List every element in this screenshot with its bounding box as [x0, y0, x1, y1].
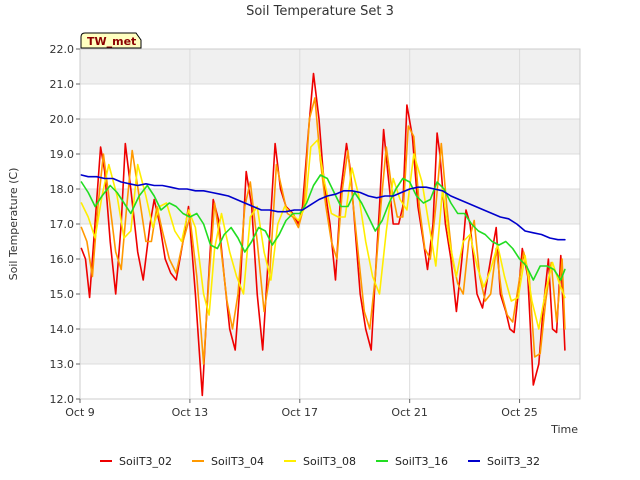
y-tick-label: 17.0 — [50, 218, 75, 231]
x-tick-label: Oct 21 — [391, 406, 428, 419]
x-tick-label: Oct 13 — [172, 406, 209, 419]
series-line-soilt3-08 — [80, 139, 566, 330]
y-tick-label: 22.0 — [50, 43, 75, 56]
legend-item: SoilT3_08 — [284, 455, 356, 468]
chart-title: Soil Temperature Set 3 — [246, 4, 394, 19]
series-layer — [80, 72, 566, 397]
x-axis-label: Time — [550, 423, 578, 436]
legend-label: SoilT3_02 — [119, 455, 172, 468]
plot-band — [80, 119, 580, 154]
station-badge: TW_met — [80, 32, 142, 49]
y-tick-label: 20.0 — [50, 113, 75, 126]
series-line-soilt3-32 — [80, 174, 566, 241]
plot-band — [80, 49, 580, 84]
x-axis-ticks: Oct 9 Oct 13 Oct 17 Oct 21 Oct 25 — [65, 399, 538, 419]
station-badge-text: TW_met — [87, 35, 136, 48]
plot-band — [80, 294, 580, 329]
plot-band — [80, 84, 580, 119]
y-tick-label: 13.0 — [50, 358, 75, 371]
legend-item: SoilT3_16 — [376, 455, 448, 468]
y-axis-label: Soil Temperature (C) — [7, 168, 20, 281]
plot-band — [80, 364, 580, 399]
x-tick-label: Oct 17 — [282, 406, 319, 419]
legend-label: SoilT3_32 — [487, 455, 540, 468]
y-tick-label: 19.0 — [50, 148, 75, 161]
y-tick-label: 18.0 — [50, 183, 75, 196]
legend: SoilT3_02 SoilT3_04 SoilT3_08 SoilT3_16 Soil… — [100, 455, 540, 468]
y-tick-label: 14.0 — [50, 323, 75, 336]
plot-band — [80, 329, 580, 364]
plot-band — [80, 259, 580, 294]
y-tick-label: 21.0 — [50, 78, 75, 91]
x-tick-label: Oct 25 — [501, 406, 538, 419]
y-tick-label: 12.0 — [50, 393, 75, 406]
legend-item: SoilT3_32 — [468, 455, 540, 468]
legend-item: SoilT3_02 — [100, 455, 172, 468]
y-tick-label: 16.0 — [50, 253, 75, 266]
legend-label: SoilT3_08 — [303, 455, 356, 468]
y-axis-ticks: 12.0 13.0 14.0 15.0 16.0 17.0 18.0 19.0 20.0 21.0… — [50, 43, 80, 406]
legend-label: SoilT3_16 — [395, 455, 448, 468]
legend-item: SoilT3_04 — [192, 455, 264, 468]
legend-label: SoilT3_04 — [211, 455, 264, 468]
plot-background — [80, 49, 580, 399]
series-line-soilt3-04 — [80, 97, 566, 365]
y-tick-label: 15.0 — [50, 288, 75, 301]
series-line-soilt3-16 — [80, 174, 566, 281]
x-tick-label: Oct 9 — [65, 406, 95, 419]
